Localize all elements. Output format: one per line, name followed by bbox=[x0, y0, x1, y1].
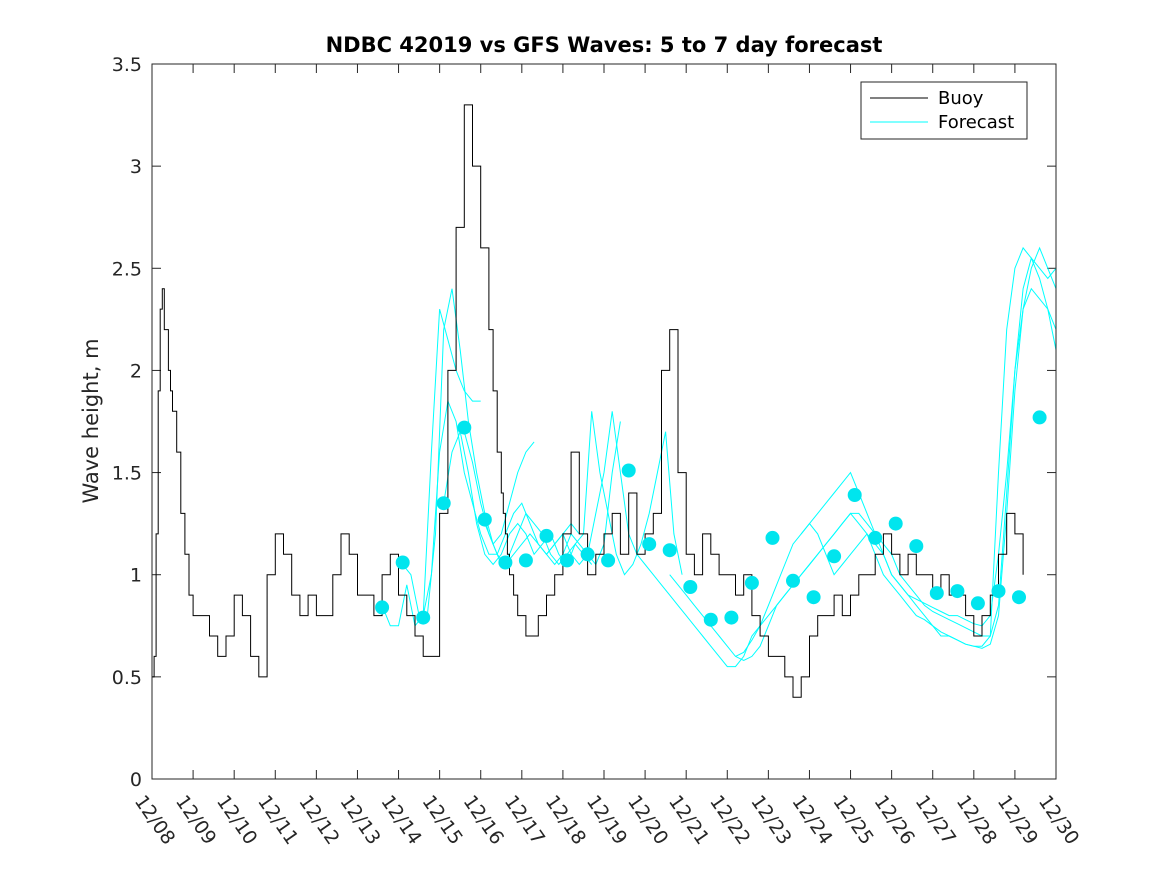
plot-area-frame bbox=[151, 63, 1057, 780]
forecast-marker bbox=[457, 420, 472, 435]
y-tick-label: 0.5 bbox=[112, 667, 142, 689]
forecast-marker bbox=[621, 463, 636, 478]
forecast-marker bbox=[786, 573, 800, 588]
y-tick-label: 3 bbox=[130, 156, 142, 178]
forecast-marker bbox=[1032, 410, 1047, 425]
legend: Buoy Forecast bbox=[860, 81, 1028, 140]
forecast-marker bbox=[744, 575, 759, 590]
forecast-marker bbox=[806, 590, 821, 605]
forecast-marker bbox=[868, 530, 883, 545]
forecast-marker bbox=[580, 547, 595, 562]
forecast-marker bbox=[560, 553, 574, 568]
forecast-series-line bbox=[381, 308, 481, 627]
y-tick-label: 3.5 bbox=[112, 54, 142, 76]
legend-buoy-label: Buoy bbox=[938, 88, 984, 109]
forecast-marker bbox=[765, 530, 780, 545]
forecast-series-line bbox=[735, 287, 1057, 657]
forecast-series-line bbox=[669, 246, 1057, 662]
forecast-marker bbox=[847, 488, 862, 502]
forecast-marker bbox=[601, 553, 616, 568]
forecast-marker bbox=[395, 555, 410, 570]
y-tick-label: 2.5 bbox=[112, 258, 142, 280]
forecast-marker bbox=[909, 539, 924, 554]
legend-box bbox=[860, 81, 1028, 140]
forecast-marker bbox=[642, 537, 657, 552]
plot-area-background bbox=[152, 64, 1056, 779]
forecast-marker bbox=[703, 612, 718, 627]
forecast-marker bbox=[991, 584, 1006, 599]
forecast-marker bbox=[436, 496, 451, 511]
y-tick-label: 1.5 bbox=[112, 463, 142, 485]
forecast-marker bbox=[888, 516, 903, 531]
forecast-marker bbox=[498, 555, 513, 570]
forecast-marker bbox=[477, 512, 492, 527]
forecast-marker bbox=[518, 553, 533, 568]
forecast-marker bbox=[950, 584, 965, 599]
forecast-marker bbox=[827, 549, 842, 564]
y-axis-label: Wave height, m bbox=[79, 338, 103, 503]
y-tick-label: 2 bbox=[130, 360, 142, 382]
y-tick-label: 1 bbox=[130, 565, 142, 587]
forecast-marker bbox=[416, 610, 431, 625]
forecast-marker bbox=[724, 610, 739, 625]
forecast-marker bbox=[929, 586, 944, 601]
forecast-marker bbox=[539, 528, 554, 543]
forecast-marker bbox=[1012, 590, 1026, 605]
y-tick-labels: 0 0.5 1 1.5 2 2.5 3 3.5 bbox=[112, 54, 142, 791]
legend-forecast-label: Forecast bbox=[938, 112, 1014, 133]
buoy-series-line bbox=[152, 104, 1024, 698]
plot-content bbox=[152, 104, 1057, 698]
y-tick-label: 0 bbox=[130, 769, 142, 791]
forecast-marker bbox=[375, 600, 390, 615]
forecast-marker bbox=[683, 580, 698, 594]
forecast-marker bbox=[662, 543, 677, 558]
forecast-series-line bbox=[800, 257, 1057, 637]
chart-title: NDBC 42019 vs GFS Waves: 5 to 7 day fore… bbox=[326, 33, 883, 57]
forecast-marker bbox=[970, 596, 985, 611]
